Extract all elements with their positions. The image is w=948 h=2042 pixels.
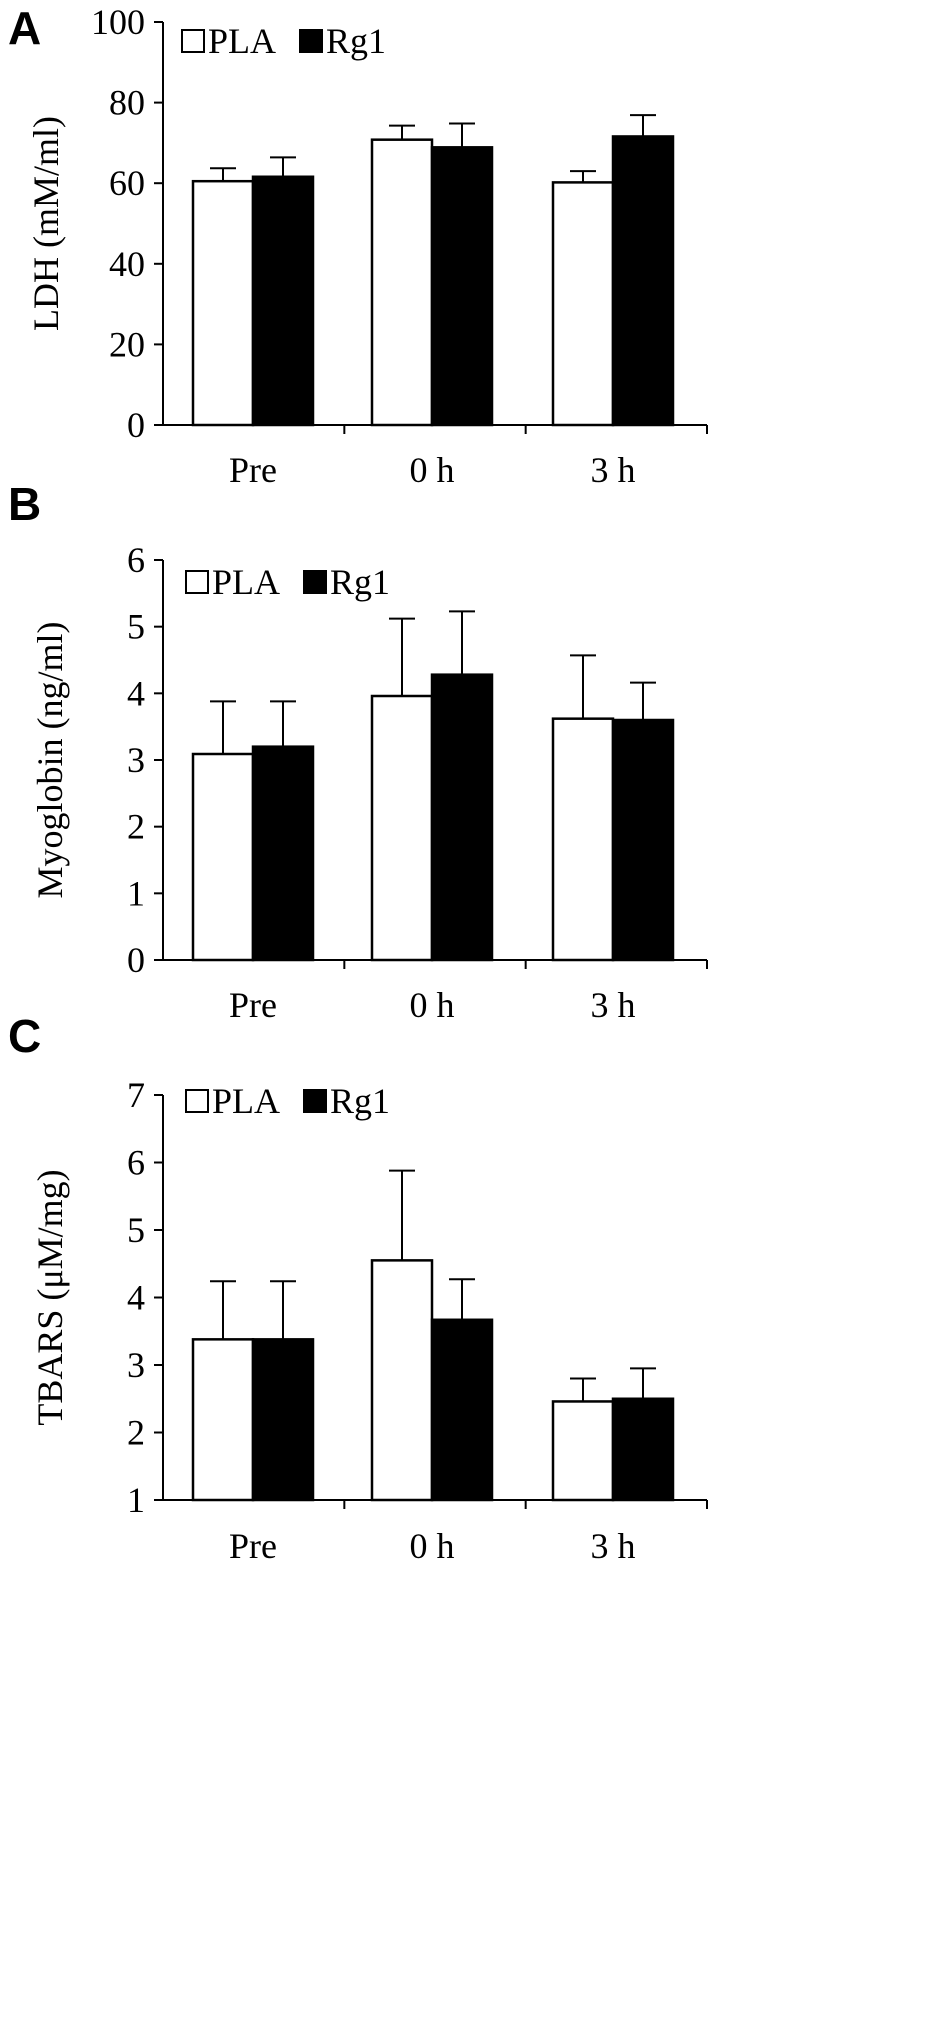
y-axis-title: TBARS (μM/mg) bbox=[30, 1169, 70, 1425]
bar-pla-0h bbox=[370, 138, 434, 427]
x-category-label: 3 h bbox=[591, 985, 636, 1025]
y-tick-label: 0 bbox=[127, 405, 145, 445]
panel-letter: A bbox=[8, 2, 41, 54]
legend-swatch-pla bbox=[185, 570, 209, 594]
y-tick-label: 5 bbox=[127, 607, 145, 647]
bar-rg1-3h bbox=[611, 135, 675, 427]
bar-rg1-3h bbox=[611, 1397, 675, 1502]
x-category-label: Pre bbox=[229, 1526, 277, 1566]
chart-panel-a: A LDH (mM/ml) 0 20 40 60 80 100 Pre 0 h 3 h PLA Rg1 bbox=[8, 2, 708, 490]
bar-pla-0h bbox=[370, 694, 434, 962]
x-category-label: Pre bbox=[229, 450, 277, 490]
x-category-label: 3 h bbox=[591, 450, 636, 490]
bar-rg1-3h bbox=[611, 718, 675, 962]
y-tick-label: 3 bbox=[127, 1345, 145, 1385]
legend: PLA Rg1 bbox=[181, 21, 386, 61]
bar-pla-pre bbox=[191, 1338, 255, 1502]
legend-label-pla: PLA bbox=[212, 1081, 280, 1121]
legend-label-pla: PLA bbox=[212, 562, 280, 602]
legend-label-rg1: Rg1 bbox=[330, 562, 390, 602]
bar-pla-0h bbox=[370, 1259, 434, 1502]
x-category-label: 0 h bbox=[410, 450, 455, 490]
y-tick-label: 20 bbox=[109, 324, 145, 364]
y-tick-label: 4 bbox=[127, 673, 145, 713]
bar-rg1-pre bbox=[251, 745, 315, 962]
x-category-label: 3 h bbox=[591, 1526, 636, 1566]
y-tick-label: 100 bbox=[91, 2, 145, 42]
legend-swatch-rg1 bbox=[303, 1089, 327, 1113]
panel-letter: C bbox=[8, 1010, 41, 1062]
bar-rg1-pre bbox=[251, 1338, 315, 1502]
bar-pla-3h bbox=[551, 1400, 615, 1502]
y-tick-label: 80 bbox=[109, 83, 145, 123]
legend: PLA Rg1 bbox=[185, 1081, 390, 1121]
y-tick-label: 6 bbox=[127, 1143, 145, 1183]
y-tick-label: 1 bbox=[127, 1480, 145, 1520]
bar-pla-3h bbox=[551, 181, 615, 427]
y-tick-label: 1 bbox=[127, 873, 145, 913]
y-tick-label: 7 bbox=[127, 1075, 145, 1115]
bar-rg1-0h bbox=[430, 146, 494, 427]
bar-pla-3h bbox=[551, 717, 615, 962]
legend-label-rg1: Rg1 bbox=[330, 1081, 390, 1121]
y-axis-title: Myoglobin (ng/ml) bbox=[30, 622, 70, 899]
legend-label-pla: PLA bbox=[208, 21, 276, 61]
y-tick-label: 40 bbox=[109, 244, 145, 284]
chart-panel-b: B Myoglobin (ng/ml) 0 1 2 3 4 5 6 Pre 0 h 3 h PLA Rg1 bbox=[8, 478, 708, 1025]
legend-swatch-rg1 bbox=[299, 29, 323, 53]
y-tick-label: 2 bbox=[127, 1413, 145, 1453]
chart-panel-c: C TBARS (μM/mg) 1 2 3 4 5 6 7 Pre 0 h 3 h PLA Rg1 bbox=[8, 1010, 708, 1566]
y-tick-label: 6 bbox=[127, 540, 145, 580]
x-category-label: 0 h bbox=[410, 1526, 455, 1566]
legend-swatch-pla bbox=[181, 29, 205, 53]
legend-swatch-pla bbox=[185, 1089, 209, 1113]
bar-pla-pre bbox=[191, 179, 255, 427]
y-tick-label: 0 bbox=[127, 940, 145, 980]
bar-rg1-pre bbox=[251, 175, 315, 427]
legend-label-rg1: Rg1 bbox=[326, 21, 386, 61]
y-tick-label: 4 bbox=[127, 1278, 145, 1318]
legend-swatch-rg1 bbox=[303, 570, 327, 594]
bar-rg1-0h bbox=[430, 1318, 494, 1502]
y-tick-label: 2 bbox=[127, 807, 145, 847]
bar-pla-pre bbox=[191, 752, 255, 962]
panel-letter: B bbox=[8, 478, 41, 530]
y-axis-title: LDH (mM/ml) bbox=[26, 116, 66, 331]
y-tick-label: 60 bbox=[109, 163, 145, 203]
legend: PLA Rg1 bbox=[185, 562, 390, 602]
y-tick-label: 5 bbox=[127, 1210, 145, 1250]
bar-rg1-0h bbox=[430, 673, 494, 962]
y-tick-label: 3 bbox=[127, 740, 145, 780]
x-category-label: Pre bbox=[229, 985, 277, 1025]
x-category-label: 0 h bbox=[410, 985, 455, 1025]
